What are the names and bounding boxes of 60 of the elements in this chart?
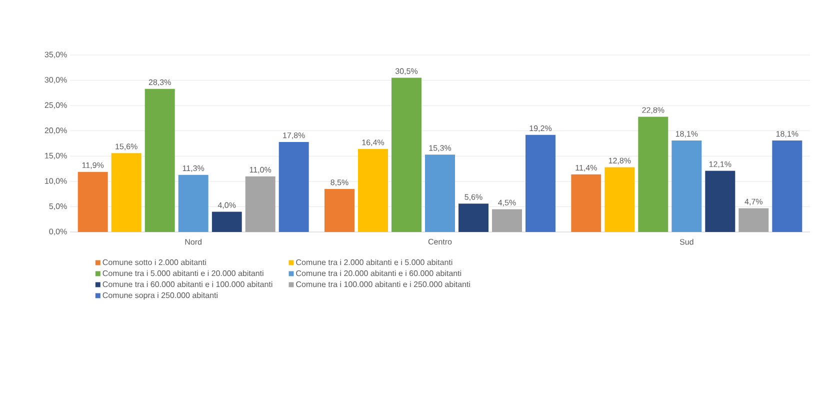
legend-label: Comune tra i 2.000 abitanti e i 5.000 abitanti bbox=[296, 259, 452, 266]
data-label: 16,4% bbox=[362, 140, 384, 146]
bar bbox=[245, 176, 276, 232]
data-label: 19,2% bbox=[530, 125, 552, 132]
bar bbox=[425, 154, 455, 232]
legend-label: Comune sotto i 2.000 abitanti bbox=[102, 259, 206, 266]
y-tick-label: 25,0% bbox=[44, 102, 67, 109]
data-label: 17,8% bbox=[283, 132, 305, 140]
y-tick-label: 35,0% bbox=[44, 52, 67, 58]
bar bbox=[492, 209, 522, 232]
data-label: 18,1% bbox=[776, 130, 798, 138]
x-tick-label: Sud bbox=[680, 238, 694, 245]
bar bbox=[526, 134, 556, 232]
data-label: 11,9% bbox=[82, 162, 104, 169]
y-tick-label: 5,0% bbox=[49, 203, 67, 210]
bar bbox=[78, 172, 108, 232]
data-label: 15,6% bbox=[116, 144, 138, 150]
bar bbox=[672, 140, 702, 232]
x-tick-label: Centro bbox=[428, 238, 452, 245]
data-label: 11,4% bbox=[576, 164, 597, 172]
data-label: 28,3% bbox=[148, 79, 171, 86]
y-tick-label: 15,0% bbox=[45, 152, 67, 160]
bar bbox=[604, 167, 635, 232]
legend-label: Comune tra i 20.000 abitanti e i 60.000 abitanti bbox=[296, 270, 462, 276]
bar bbox=[144, 88, 175, 232]
y-tick-label: 30,0% bbox=[44, 76, 67, 84]
data-label: 30,5% bbox=[395, 68, 418, 75]
bar bbox=[638, 116, 668, 232]
data-label: 8,5% bbox=[330, 180, 348, 186]
data-label: 11,0% bbox=[250, 166, 272, 174]
bar bbox=[738, 208, 769, 232]
bar bbox=[458, 204, 488, 232]
bar bbox=[571, 174, 602, 232]
bar bbox=[705, 170, 736, 232]
data-label: 4,0% bbox=[218, 202, 236, 209]
data-label: 15,3% bbox=[429, 145, 452, 152]
bar bbox=[178, 174, 208, 232]
y-tick-label: 0,0% bbox=[49, 228, 67, 236]
data-label: 11,3% bbox=[182, 165, 204, 172]
legend-label: Comune tra i 100.000 abitanti e i 250.000 abitanti bbox=[296, 281, 470, 288]
bar bbox=[358, 149, 388, 232]
data-label: 12,1% bbox=[709, 161, 732, 168]
data-label: 4,7% bbox=[744, 198, 762, 206]
bar bbox=[111, 153, 142, 232]
y-tick-label: 10,0% bbox=[45, 178, 67, 185]
legend-label: Comune sopra i 250.000 abitanti bbox=[102, 292, 218, 300]
bar bbox=[324, 189, 355, 232]
data-label: 22,8% bbox=[642, 107, 664, 114]
legend-label: Comune tra i 5.000 abitanti e i 20.000 abitanti bbox=[102, 270, 264, 276]
y-tick-label: 20,0% bbox=[44, 128, 67, 134]
data-label: 4,5% bbox=[498, 200, 516, 206]
bar bbox=[212, 212, 242, 232]
data-label: 5,6% bbox=[464, 194, 482, 201]
bar bbox=[772, 140, 802, 232]
legend-label: Comune tra i 60.000 abitanti e i 100.000 abitanti bbox=[102, 281, 272, 288]
data-label: 18,1% bbox=[676, 130, 698, 138]
bar bbox=[278, 142, 309, 232]
x-tick-label: Nord bbox=[185, 238, 202, 245]
data-label: 12,8% bbox=[608, 158, 631, 164]
bar bbox=[392, 78, 422, 232]
